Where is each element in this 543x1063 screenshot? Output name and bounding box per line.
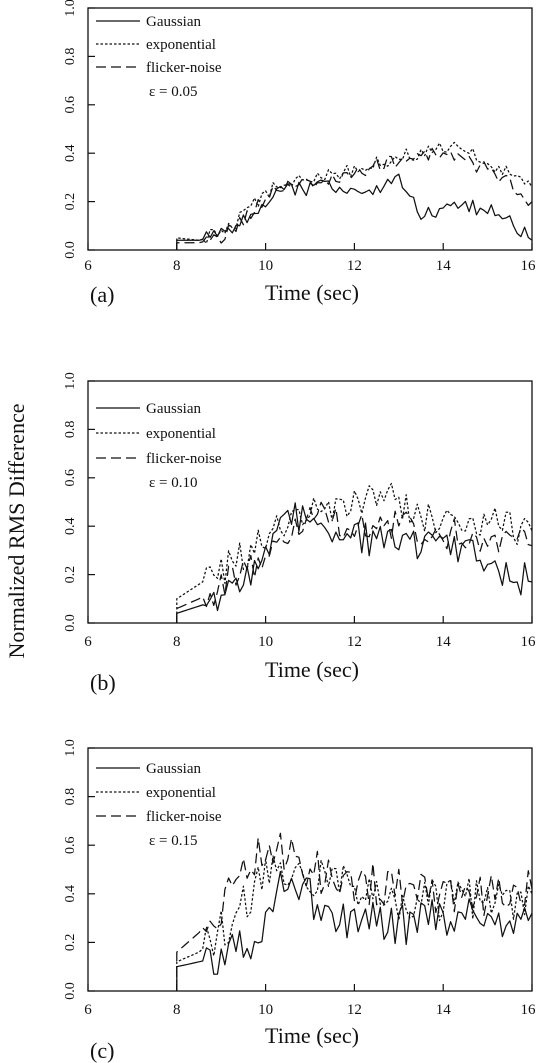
x-tick-label: 16 [521, 634, 537, 650]
x-tick-label: 12 [347, 634, 362, 650]
y-tick-label: 0.8 [63, 48, 78, 66]
legend-label-gaussian: Gaussian [146, 761, 201, 777]
x-tick-label: 8 [173, 634, 181, 650]
x-tick-label: 12 [347, 258, 362, 274]
epsilon-annotation: ε = 0.10 [149, 475, 198, 491]
x-ticks-a: 6 8 10 12 14 16 [84, 243, 536, 274]
x-tick-label: 10 [258, 1002, 273, 1018]
y-tick-label: 0.2 [63, 934, 78, 952]
panel-label-c: (c) [90, 1038, 114, 1063]
y-tick-label: 0.8 [63, 788, 78, 806]
line-flicker-noise [176, 501, 533, 623]
y-tick-label: 0.0 [63, 241, 78, 259]
y-tick-label: 1.0 [63, 0, 78, 17]
x-axis-title-b: Time (sec) [265, 657, 359, 682]
legend-a: Gaussian exponential flicker-noise ε = 0… [96, 14, 222, 100]
x-tick-label: 16 [521, 258, 537, 274]
legend-label-exponential: exponential [146, 37, 216, 53]
x-ticks-b: 6 8 10 12 14 16 [84, 616, 536, 650]
x-ticks-c: 6 8 10 12 14 16 [84, 984, 536, 1018]
line-exponential [176, 855, 533, 991]
legend-c: Gaussian exponential flicker-noise ε = 0… [96, 761, 222, 849]
x-tick-label: 16 [521, 1002, 537, 1018]
line-exponential [176, 141, 533, 250]
legend-b: Gaussian exponential flicker-noise ε = 0… [96, 401, 222, 491]
y-tick-label: 0.8 [63, 421, 78, 439]
y-axis-title: Normalized RMS Difference [4, 404, 29, 659]
x-tick-label: 6 [84, 634, 92, 650]
plot-frame-a [87, 7, 533, 251]
plot-frame-b [87, 380, 533, 624]
panel-label-a: (a) [90, 282, 114, 307]
x-tick-label: 8 [173, 258, 181, 274]
panel-label-b: (b) [90, 670, 116, 695]
epsilon-annotation: ε = 0.05 [149, 84, 198, 100]
y-tick-label: 0.2 [63, 193, 78, 211]
series-b [176, 482, 533, 623]
y-tick-label: 0.4 [63, 885, 78, 903]
legend-label-gaussian: Gaussian [146, 401, 201, 417]
x-tick-label: 14 [436, 634, 452, 650]
x-tick-label: 6 [84, 258, 92, 274]
legend-label-flicker-noise: flicker-noise [146, 809, 222, 825]
x-tick-label: 8 [173, 1002, 181, 1018]
y-ticks-b: 0.0 0.2 0.4 0.6 0.8 1.0 [63, 372, 95, 632]
y-tick-label: 0.2 [63, 566, 78, 584]
panel-c: 0.0 0.2 0.4 0.6 0.8 1.0 6 8 10 12 14 16 … [63, 739, 536, 1063]
x-tick-label: 10 [258, 634, 273, 650]
line-gaussian [176, 502, 533, 623]
y-tick-label: 1.0 [63, 372, 78, 390]
x-tick-label: 6 [84, 1002, 92, 1018]
line-exponential [176, 482, 533, 623]
x-axis-title-c: Time (sec) [265, 1023, 359, 1048]
y-tick-label: 0.0 [63, 982, 78, 1000]
series-a [176, 141, 533, 250]
y-tick-label: 0.4 [63, 144, 78, 162]
panel-a: 0.0 0.2 0.4 0.6 0.8 1.0 6 8 10 12 14 16 … [63, 0, 536, 307]
legend-label-exponential: exponential [146, 426, 216, 442]
plot-frame-c [87, 747, 533, 992]
y-tick-label: 0.4 [63, 517, 78, 535]
y-ticks-a: 0.0 0.2 0.4 0.6 0.8 1.0 [63, 0, 95, 259]
x-tick-label: 14 [436, 1002, 452, 1018]
legend-label-gaussian: Gaussian [146, 14, 201, 30]
x-tick-label: 14 [436, 258, 452, 274]
y-tick-label: 0.0 [63, 614, 78, 632]
epsilon-annotation: ε = 0.15 [149, 833, 198, 849]
y-tick-label: 0.6 [63, 96, 78, 114]
legend-label-flicker-noise: flicker-noise [146, 451, 222, 467]
line-flicker-noise [176, 147, 533, 250]
line-flicker-noise [176, 832, 533, 991]
y-ticks-c: 0.0 0.2 0.4 0.6 0.8 1.0 [63, 739, 95, 1000]
line-gaussian [176, 173, 533, 250]
series-c [176, 832, 533, 991]
y-tick-label: 0.6 [63, 469, 78, 487]
legend-label-flicker-noise: flicker-noise [146, 60, 222, 76]
y-tick-label: 0.6 [63, 836, 78, 854]
x-tick-label: 12 [347, 1002, 362, 1018]
legend-label-exponential: exponential [146, 785, 216, 801]
panel-b: 0.0 0.2 0.4 0.6 0.8 1.0 6 8 10 12 14 16 … [63, 372, 536, 695]
y-tick-label: 1.0 [63, 739, 78, 757]
x-tick-label: 10 [258, 258, 273, 274]
x-axis-title-a: Time (sec) [265, 280, 359, 305]
